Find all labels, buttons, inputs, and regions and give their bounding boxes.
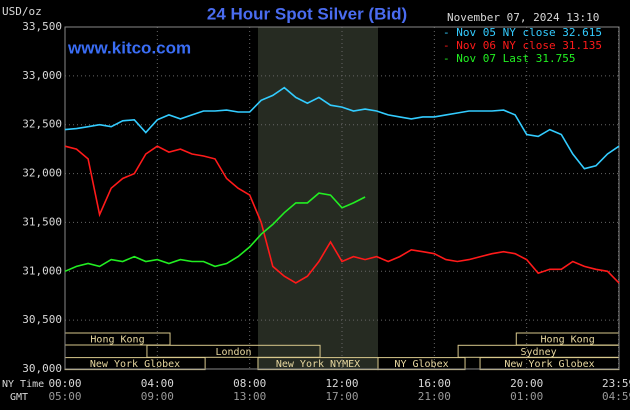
x-tick-label: 20:00: [510, 377, 543, 390]
timestamp: November 07, 2024 13:10: [447, 11, 599, 24]
legend-dash: -: [443, 52, 456, 65]
series-line: [64, 86, 620, 170]
legend-dash: -: [443, 39, 456, 52]
session-label: NY Globex: [394, 359, 448, 370]
x2-tick-label: 21:00: [418, 390, 451, 403]
x2-tick-label: 17:00: [325, 390, 358, 403]
legend-entry: - Nov 07 Last 31.755: [443, 52, 575, 65]
legend-name: Nov 07 Last: [456, 52, 529, 65]
series-line: [64, 192, 366, 273]
legend-name: Nov 06 NY close: [456, 39, 555, 52]
legend-space: [556, 26, 563, 39]
legend-value: 32.615: [562, 26, 602, 39]
y-label: USD/oz: [2, 5, 42, 18]
legend-space: [529, 52, 536, 65]
x2-tick-label: 05:00: [48, 390, 81, 403]
session-shade: [257, 27, 379, 369]
x-tick-label: 12:00: [325, 377, 358, 390]
session-label: New York NYMEX: [276, 359, 360, 370]
legend-entry: - Nov 06 NY close 31.135: [443, 39, 602, 52]
y-tick-label: 31,500: [22, 215, 62, 228]
y-tick-label: 32,000: [22, 167, 62, 180]
session-label: Hong Kong: [90, 335, 144, 346]
y-tick-label: 31,000: [22, 264, 62, 277]
series-line: [64, 145, 620, 284]
x2-tick-label: 13:00: [233, 390, 266, 403]
x-tick-label: 16:00: [418, 377, 451, 390]
x-tick-label: 04:00: [141, 377, 174, 390]
site: www.kitco.com: [67, 38, 191, 57]
legend-name: Nov 05 NY close: [456, 26, 555, 39]
x2-tick-label: 04:59: [602, 390, 630, 403]
session-bar: [377, 357, 466, 371]
legend-entry: - Nov 05 NY close 32.615: [443, 26, 602, 39]
x-tick-label: 23:59: [602, 377, 630, 390]
y-tick-label: 30,500: [22, 313, 62, 326]
x-tick-label: 08:00: [233, 377, 266, 390]
y-tick-label: 32,500: [22, 118, 62, 131]
legend-dash: -: [443, 26, 456, 39]
session-label: Hong Kong: [541, 335, 595, 346]
chart-title: 24 Hour Spot Silver (Bid): [207, 4, 407, 23]
y-tick-label: 33,500: [22, 20, 62, 33]
y-tick-label: 30,000: [22, 362, 62, 375]
x2-tick-label: 01:00: [510, 390, 543, 403]
session-label: London: [215, 347, 251, 358]
y-tick-label: 33,000: [22, 69, 62, 82]
session-label: New York Globex: [504, 359, 594, 370]
session-label: New York Globex: [90, 359, 180, 370]
x2-label: GMT: [10, 392, 28, 403]
session-bar: [146, 344, 321, 358]
x2-tick-label: 09:00: [141, 390, 174, 403]
legend-space: [556, 39, 563, 52]
legend-value: 31.755: [536, 52, 576, 65]
plot-frame: [64, 26, 620, 370]
legend-value: 31.135: [562, 39, 602, 52]
session-label: Sydney: [520, 347, 556, 358]
x-tick-label: 00:00: [48, 377, 81, 390]
x-label: NY Time: [2, 379, 44, 390]
